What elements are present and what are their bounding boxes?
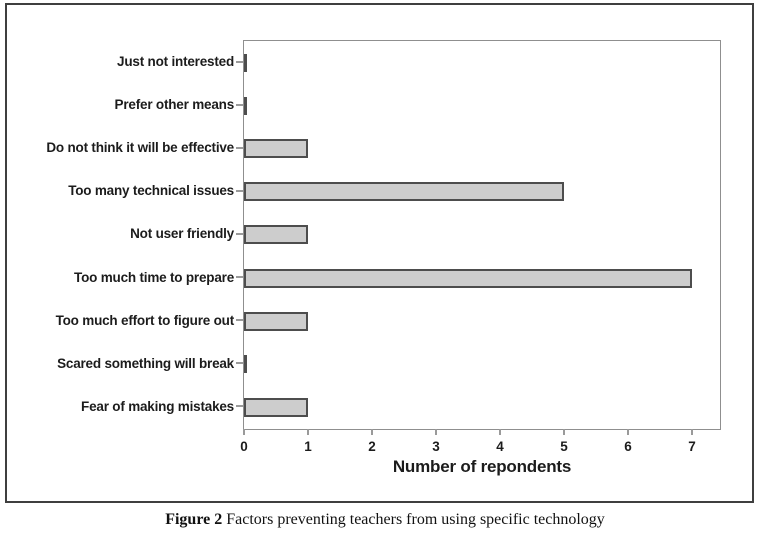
x-axis-title: Number of repondents xyxy=(392,457,572,476)
y-tick-cell xyxy=(236,299,243,342)
y-tick-cell xyxy=(236,212,243,255)
category-label-row: Fear of making mistakes xyxy=(7,385,234,428)
y-tick-cell xyxy=(236,385,243,428)
x-tick-label: 3 xyxy=(432,439,440,454)
y-tick-mark xyxy=(236,146,243,149)
x-tick-label: 1 xyxy=(304,439,312,454)
bar-row xyxy=(244,41,720,84)
category-label-row: Not user friendly xyxy=(7,212,234,255)
plot-area xyxy=(243,40,721,430)
category-label: Fear of making mistakes xyxy=(81,398,234,414)
bar xyxy=(244,355,247,374)
x-tick-label: 2 xyxy=(368,439,376,454)
x-tick-label: 6 xyxy=(624,439,632,454)
bar-row xyxy=(244,257,720,300)
x-tick-mark xyxy=(371,429,373,435)
category-label-row: Do not think it will be effective xyxy=(7,126,234,169)
bar-row xyxy=(244,300,720,343)
x-tick-mark xyxy=(499,429,501,435)
figure-frame: Just not interested Prefer other means Do … xyxy=(5,3,754,503)
y-tick-mark xyxy=(236,103,243,106)
y-tick-mark xyxy=(236,362,243,365)
y-tick-cell xyxy=(236,40,243,83)
bar xyxy=(244,397,308,417)
category-label: Too much time to prepare xyxy=(74,269,234,285)
x-tick-mark xyxy=(691,429,693,435)
bar xyxy=(244,96,247,115)
y-tick-mark xyxy=(236,189,243,192)
x-tick-mark xyxy=(627,429,629,435)
x-tick-mark xyxy=(307,429,309,435)
bar-row xyxy=(244,213,720,256)
bar xyxy=(244,139,308,159)
bar xyxy=(244,311,308,331)
y-tick-mark xyxy=(236,405,243,408)
bar-row xyxy=(244,343,720,386)
figure-caption-number: Figure 2 xyxy=(165,511,223,528)
y-tick-mark xyxy=(236,232,243,235)
y-tick-cell xyxy=(236,83,243,126)
y-tick-cell xyxy=(236,169,243,212)
bar-row xyxy=(244,127,720,170)
y-tick-cell xyxy=(236,342,243,385)
category-label: Too many technical issues xyxy=(68,183,234,199)
x-tick-mark xyxy=(563,429,565,435)
category-label-row: Too much time to prepare xyxy=(7,256,234,299)
x-tick-label: 7 xyxy=(688,439,696,454)
category-label: Do not think it will be effective xyxy=(46,140,234,156)
category-label: Not user friendly xyxy=(130,226,234,242)
x-tick-label: 4 xyxy=(496,439,504,454)
bar xyxy=(244,268,692,288)
y-tick-cell xyxy=(236,126,243,169)
x-tick-mark xyxy=(243,429,245,435)
category-label-row: Prefer other means xyxy=(7,83,235,126)
category-label-row: Too many technical issues xyxy=(7,169,234,212)
bar-row xyxy=(244,84,720,127)
category-label-row: Too much effort to figure out xyxy=(7,299,235,342)
figure-caption-text: Factors preventing teachers from using s… xyxy=(222,511,605,528)
figure-caption: Figure 2 Factors preventing teachers fro… xyxy=(0,511,770,529)
bar xyxy=(244,225,308,245)
category-label: Too much effort to figure out xyxy=(55,312,235,328)
category-label-row: Scared something will break xyxy=(7,342,234,385)
category-label: Scared something will break xyxy=(57,355,234,371)
y-tick-mark xyxy=(236,319,243,322)
category-label: Just not interested xyxy=(117,54,234,70)
y-tick-cell xyxy=(236,256,243,299)
bar-row xyxy=(244,170,720,213)
x-tick-label: 0 xyxy=(240,439,248,454)
y-tick-mark xyxy=(236,60,243,63)
x-tick-mark xyxy=(435,429,437,435)
x-tick-label: 5 xyxy=(560,439,568,454)
x-axis-ticks: 0 1 2 3 4 5 6 7 xyxy=(240,429,721,459)
category-label: Prefer other means xyxy=(114,97,235,113)
bar xyxy=(244,182,564,202)
category-labels: Just not interested Prefer other means Do … xyxy=(7,40,234,428)
y-tick-mark xyxy=(236,276,243,279)
category-label-row: Just not interested xyxy=(7,40,234,83)
y-axis-ticks xyxy=(236,40,243,428)
bar-row xyxy=(244,386,720,429)
bar xyxy=(244,53,247,72)
